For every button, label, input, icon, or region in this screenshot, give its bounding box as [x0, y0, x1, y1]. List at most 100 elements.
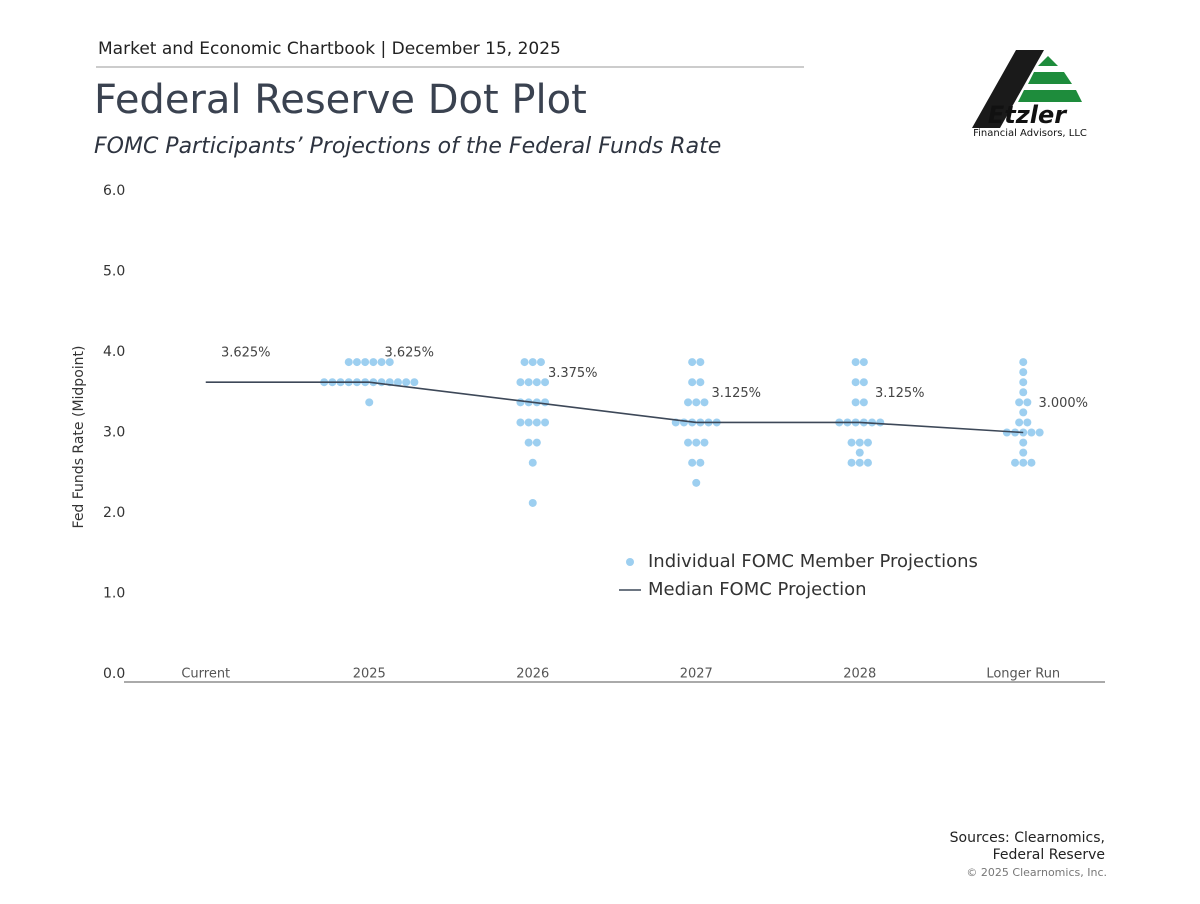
median-label: 3.125%: [711, 386, 761, 401]
projection-dot: [696, 458, 705, 467]
projection-dot: [344, 358, 353, 367]
projection-dot: [528, 498, 537, 507]
projection-dot: [692, 478, 701, 487]
projection-dot: [692, 438, 701, 447]
x-tick-label: Current: [181, 667, 230, 682]
projection-dot: [700, 438, 709, 447]
projection-dot: [369, 358, 378, 367]
projection-dot: [863, 438, 872, 447]
logo: Etzler Financial Advisors, LLC: [972, 50, 1087, 139]
projection-dot: [688, 378, 697, 387]
median-label: 3.125%: [875, 386, 925, 401]
projection-dot: [1019, 368, 1028, 377]
projection-dot: [541, 398, 550, 407]
projection-dot: [516, 398, 525, 407]
projection-dot: [1035, 428, 1044, 437]
projection-dot: [541, 378, 550, 387]
projection-dot: [1011, 458, 1020, 467]
projection-dot: [402, 378, 411, 387]
projection-dot: [700, 398, 709, 407]
projection-dot: [536, 358, 545, 367]
projection-dot: [365, 398, 374, 407]
copyright: © 2025 Clearnomics, Inc.: [966, 866, 1107, 879]
projection-dot: [528, 358, 537, 367]
projection-dot: [532, 438, 541, 447]
y-tick-label: 1.0: [103, 586, 125, 602]
projection-dot: [524, 378, 533, 387]
projection-dot: [1002, 428, 1011, 437]
y-axis-label: Fed Funds Rate (Midpoint): [71, 346, 87, 529]
y-tick-label: 4.0: [103, 344, 125, 360]
projection-dot: [1019, 388, 1028, 397]
chart-subtitle: FOMC Participants’ Projections of the Fe…: [94, 134, 721, 159]
projection-dot: [684, 438, 693, 447]
projection-dot: [1023, 398, 1032, 407]
logo-tri-1: [1038, 56, 1058, 66]
projection-dot: [696, 358, 705, 367]
projection-dot: [684, 398, 693, 407]
projection-dot: [679, 418, 688, 427]
projection-dot: [377, 378, 386, 387]
projection-dot: [1019, 358, 1028, 367]
y-tick-label: 0.0: [103, 666, 125, 682]
projection-dot: [1027, 428, 1036, 437]
logo-stripe: [972, 50, 1044, 128]
median-line: [205, 381, 1024, 434]
projection-dot: [1019, 408, 1028, 417]
projection-dot: [532, 418, 541, 427]
projection-dot: [528, 458, 537, 467]
projection-dot: [520, 358, 529, 367]
source: Sources: Clearnomics,: [950, 830, 1105, 846]
logo-tri-2: [1028, 72, 1072, 84]
median-label: 3.625%: [384, 346, 434, 361]
projection-dot: [393, 378, 402, 387]
projection-dot: [855, 448, 864, 457]
projection-dot: [1027, 458, 1036, 467]
logo-tagline: Financial Advisors, LLC: [973, 128, 1087, 139]
projection-dot: [1019, 458, 1028, 467]
x-tick-label: 2027: [680, 667, 713, 682]
legend-label: Individual FOMC Member Projections: [648, 551, 978, 572]
x-tick-label: Longer Run: [986, 667, 1060, 682]
x-tick-label: 2026: [516, 667, 549, 682]
x-tick-label: 2025: [353, 667, 386, 682]
projection-dot: [859, 398, 868, 407]
chart-title: Federal Reserve Dot Plot: [94, 77, 587, 123]
projection-dot: [688, 458, 697, 467]
projection-dot: [696, 378, 705, 387]
y-tick-label: 3.0: [103, 425, 125, 441]
source: Federal Reserve: [993, 847, 1105, 863]
projection-dot: [851, 398, 860, 407]
projection-dot: [516, 378, 525, 387]
projection-dot: [541, 418, 550, 427]
projection-dot: [692, 398, 701, 407]
header: Market and Economic Chartbook | December…: [98, 39, 561, 59]
projection-dot: [1015, 418, 1024, 427]
projection-dot: [532, 378, 541, 387]
projection-dot: [855, 458, 864, 467]
projection-dot: [855, 438, 864, 447]
projection-dot: [361, 358, 370, 367]
logo-name: Etzler: [988, 101, 1068, 129]
projection-dot: [1015, 398, 1024, 407]
projection-dot: [516, 418, 525, 427]
projection-dot: [1019, 438, 1028, 447]
projection-dot: [524, 438, 533, 447]
y-tick-label: 2.0: [103, 505, 125, 521]
projection-dot: [385, 358, 394, 367]
projection-dot: [410, 378, 419, 387]
projection-dot: [688, 358, 697, 367]
legend-dot: [626, 558, 634, 566]
y-tick-label: 6.0: [103, 183, 125, 199]
y-tick-label: 5.0: [103, 264, 125, 280]
projection-dot: [352, 358, 361, 367]
projection-dot: [1019, 378, 1028, 387]
projection-dot: [851, 358, 860, 367]
projection-dot: [876, 418, 885, 427]
median-label: 3.000%: [1038, 396, 1088, 411]
projection-dot: [851, 378, 860, 387]
median-label: 3.625%: [221, 346, 271, 361]
x-tick-label: 2028: [843, 667, 876, 682]
